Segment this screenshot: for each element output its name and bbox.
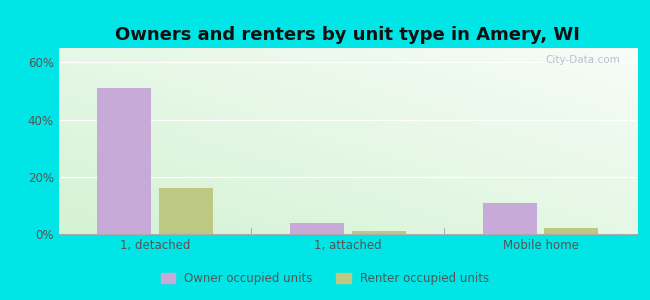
- Bar: [97, 88, 151, 234]
- Bar: [159, 188, 213, 234]
- Bar: [545, 228, 599, 234]
- Bar: [483, 202, 537, 234]
- Text: City-Data.com: City-Data.com: [545, 56, 619, 65]
- Bar: [352, 231, 406, 234]
- Title: Owners and renters by unit type in Amery, WI: Owners and renters by unit type in Amery…: [115, 26, 580, 44]
- Legend: Owner occupied units, Renter occupied units: Owner occupied units, Renter occupied un…: [155, 266, 495, 291]
- Bar: [290, 223, 344, 234]
